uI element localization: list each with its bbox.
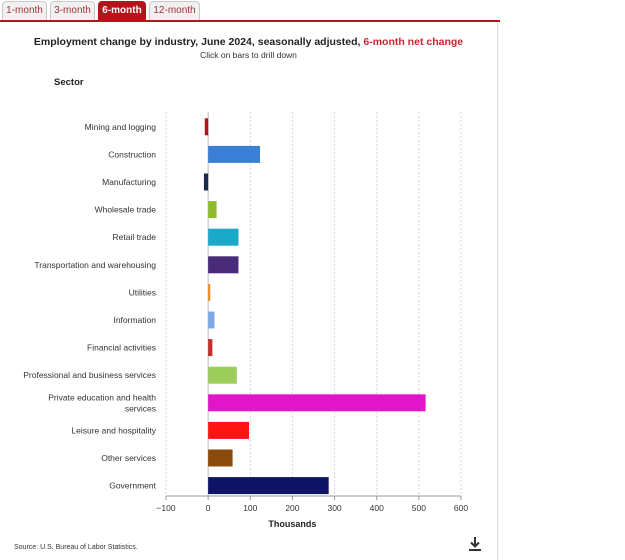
sector-axis-label: Sector xyxy=(54,77,84,88)
bar[interactable] xyxy=(203,173,209,191)
category-label: Other services xyxy=(101,453,156,463)
source-note: Source: U.S. Bureau of Labor Statistics. xyxy=(14,544,138,551)
x-tick-label: 400 xyxy=(370,503,384,513)
category-label: Utilities xyxy=(129,287,156,297)
bar[interactable] xyxy=(208,394,426,412)
bar[interactable] xyxy=(208,311,215,329)
x-axis-title: Thousands xyxy=(268,519,316,529)
bar[interactable] xyxy=(208,339,213,357)
category-label: Construction xyxy=(108,149,156,159)
bar[interactable] xyxy=(208,201,217,219)
x-tick-label: 100 xyxy=(243,503,257,513)
category-label: Mining and logging xyxy=(85,122,157,132)
category-label: Private education and health xyxy=(48,392,156,402)
tab-bar: 1-month 3-month 6-month 12-month xyxy=(0,0,500,22)
tab-underline xyxy=(0,20,500,22)
category-label: Leisure and hospitality xyxy=(71,425,156,435)
category-label: services xyxy=(125,403,156,413)
chart-title: Employment change by industry, June 2024… xyxy=(0,36,497,48)
x-tick-label: 200 xyxy=(285,503,299,513)
category-label: Transportation and warehousing xyxy=(34,260,156,270)
bar[interactable] xyxy=(204,118,209,136)
chart-title-highlight: 6-month net change xyxy=(363,36,464,48)
chart-panel xyxy=(0,22,498,560)
tab-3-month[interactable]: 3-month xyxy=(50,1,95,20)
category-label: Information xyxy=(113,315,156,325)
bar[interactable] xyxy=(208,366,237,384)
chart-title-main: Employment change by industry, June 2024… xyxy=(33,36,364,48)
x-tick-label: 600 xyxy=(454,503,468,513)
download-icon[interactable] xyxy=(467,536,483,552)
bar[interactable] xyxy=(208,283,211,301)
bar[interactable] xyxy=(208,477,329,495)
x-tick-label: −100 xyxy=(156,503,175,513)
tab-1-month[interactable]: 1-month xyxy=(2,1,47,20)
category-label: Professional and business services xyxy=(23,370,156,380)
chart-subtitle: Click on bars to drill down xyxy=(200,50,297,60)
bar[interactable] xyxy=(208,421,250,439)
bar[interactable] xyxy=(208,228,239,246)
bar[interactable] xyxy=(208,449,233,467)
tab-6-month[interactable]: 6-month xyxy=(98,1,146,20)
x-tick-label: 300 xyxy=(327,503,341,513)
category-label: Manufacturing xyxy=(102,177,156,187)
bar[interactable] xyxy=(208,145,260,163)
category-label: Government xyxy=(109,481,156,491)
x-tick-label: 500 xyxy=(412,503,426,513)
category-label: Financial activities xyxy=(87,343,156,353)
x-tick-label: 0 xyxy=(206,503,211,513)
bar[interactable] xyxy=(208,256,239,274)
tab-12-month[interactable]: 12-month xyxy=(149,1,200,20)
category-label: Wholesale trade xyxy=(95,205,157,215)
category-label: Retail trade xyxy=(113,232,157,242)
